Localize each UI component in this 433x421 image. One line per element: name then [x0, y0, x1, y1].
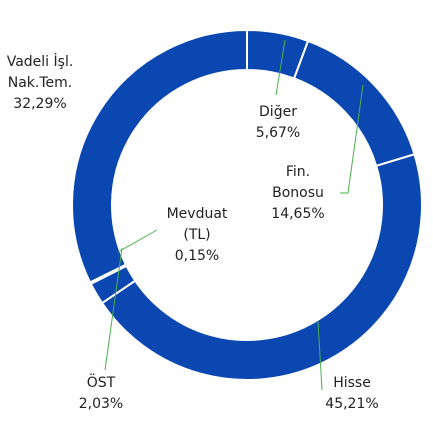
data-label-name: Bonosu — [272, 185, 324, 201]
leader-line — [117, 229, 158, 253]
data-label-name: Vadeli İşl. — [7, 52, 74, 70]
data-label-name: Nak.Tem. — [8, 75, 72, 91]
leader-line — [317, 321, 323, 391]
leader-line — [340, 84, 364, 194]
leader-line — [275, 39, 286, 96]
data-label-name: ÖST — [87, 373, 116, 391]
data-label-name: Fin. — [286, 164, 310, 180]
data-label-name: Diğer — [259, 104, 297, 120]
donut-segment — [71, 28, 248, 284]
data-label-value: 2,03% — [79, 396, 123, 412]
data-label-value: 32,29% — [13, 96, 66, 112]
data-label-value: 0,15% — [175, 248, 219, 264]
data-label-value: 14,65% — [271, 206, 324, 222]
data-label-name: Hisse — [333, 375, 371, 391]
leader-line — [104, 247, 123, 371]
donut-segment — [100, 153, 423, 381]
data-label-name: (TL) — [183, 227, 210, 243]
data-label-value: 5,67% — [256, 125, 300, 141]
data-label-name: Mevduat — [167, 206, 228, 222]
data-label-value: 45,21% — [325, 396, 378, 412]
